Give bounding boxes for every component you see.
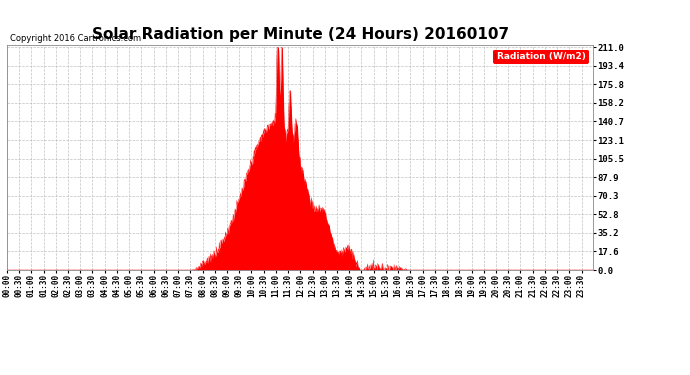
Title: Solar Radiation per Minute (24 Hours) 20160107: Solar Radiation per Minute (24 Hours) 20… (92, 27, 509, 42)
Text: Copyright 2016 Cartronics.com: Copyright 2016 Cartronics.com (10, 34, 141, 43)
Legend: Radiation (W/m2): Radiation (W/m2) (493, 50, 589, 64)
